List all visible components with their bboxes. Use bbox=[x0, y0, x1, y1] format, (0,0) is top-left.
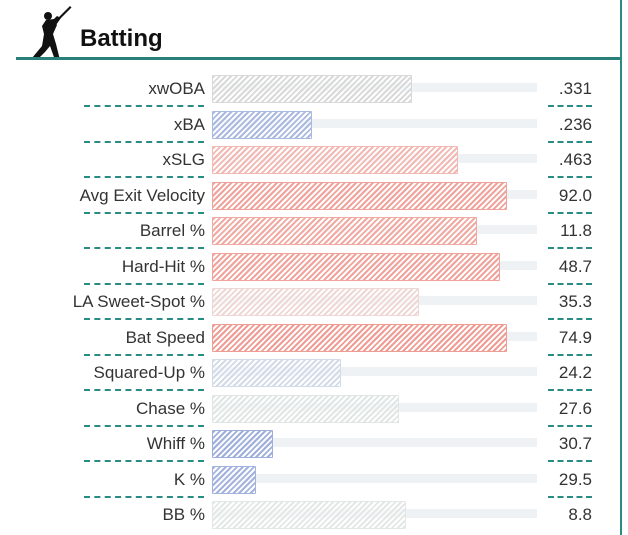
stat-label: Barrel % bbox=[139, 221, 205, 240]
stat-bar bbox=[212, 146, 458, 174]
stat-value: .236 bbox=[558, 114, 592, 134]
stat-bar bbox=[212, 394, 399, 423]
stat-value: 92.0 bbox=[558, 185, 592, 205]
section-title: Batting bbox=[80, 25, 163, 52]
stat-track bbox=[212, 118, 537, 128]
stat-label: Whiff % bbox=[146, 434, 205, 453]
stat-label: Squared-Up % bbox=[93, 363, 205, 382]
stat-bar bbox=[212, 501, 406, 529]
stat-label: Bat Speed bbox=[125, 327, 205, 347]
stat-bar bbox=[212, 323, 507, 352]
row-divider-right bbox=[548, 282, 592, 285]
row-divider-right bbox=[548, 211, 592, 214]
stat-row: Hard-Hit % 48.7 bbox=[0, 249, 620, 285]
row-divider-right bbox=[548, 318, 592, 320]
stat-bar bbox=[212, 430, 273, 458]
row-divider-right bbox=[548, 495, 592, 498]
stat-label: xBA bbox=[173, 114, 205, 134]
stat-value: 11.8 bbox=[560, 221, 592, 240]
right-border bbox=[620, 0, 622, 535]
row-divider-left bbox=[84, 282, 204, 285]
row-divider-right bbox=[548, 389, 592, 391]
row-divider-right bbox=[548, 105, 592, 107]
row-divider-left bbox=[84, 318, 204, 320]
stat-row: BB % 8.8 bbox=[0, 497, 620, 533]
stat-label: BB % bbox=[162, 505, 205, 524]
row-divider-left bbox=[84, 353, 204, 356]
stat-bar bbox=[212, 252, 500, 281]
stat-row: Squared-Up % 24.2 bbox=[0, 355, 620, 391]
stat-value: .463 bbox=[558, 150, 592, 169]
stat-bar bbox=[212, 110, 312, 139]
stat-bar bbox=[212, 181, 507, 210]
row-divider-left bbox=[84, 211, 204, 214]
row-divider-right bbox=[548, 353, 592, 356]
section-header: Batting bbox=[0, 0, 620, 62]
row-divider-left bbox=[84, 105, 204, 107]
row-divider-left bbox=[84, 140, 204, 143]
stat-label: xwOBA bbox=[148, 79, 205, 98]
stat-value: .331 bbox=[558, 79, 592, 98]
row-divider-right bbox=[548, 247, 592, 249]
stat-row: K % 29.5 bbox=[0, 462, 620, 498]
stat-label: K % bbox=[173, 469, 205, 489]
stat-label: Chase % bbox=[136, 398, 205, 418]
stat-row: Barrel % 11.8 bbox=[0, 213, 620, 249]
stat-label: Avg Exit Velocity bbox=[79, 185, 205, 205]
row-divider-right bbox=[548, 460, 592, 462]
stat-bar bbox=[212, 217, 477, 245]
batter-silhouette-icon bbox=[32, 6, 72, 60]
row-divider-left bbox=[84, 424, 204, 427]
stat-label: Hard-Hit % bbox=[121, 256, 205, 276]
row-divider-left bbox=[84, 495, 204, 498]
header-divider bbox=[16, 57, 620, 60]
stat-bar bbox=[212, 288, 419, 316]
stat-value: 27.6 bbox=[558, 398, 592, 418]
stat-row: Bat Speed 74.9 bbox=[0, 320, 620, 356]
row-divider-left bbox=[84, 460, 204, 462]
row-divider-right bbox=[548, 176, 592, 178]
row-divider-left bbox=[84, 247, 204, 249]
stat-row: Whiff % 30.7 bbox=[0, 426, 620, 462]
row-divider-left bbox=[84, 176, 204, 178]
stat-row: LA Sweet-Spot % 35.3 bbox=[0, 284, 620, 320]
row-divider-left bbox=[84, 389, 204, 391]
stat-value: 24.2 bbox=[558, 363, 592, 382]
stat-value: 35.3 bbox=[558, 292, 592, 311]
stat-row: Avg Exit Velocity 92.0 bbox=[0, 178, 620, 214]
stat-track bbox=[212, 367, 537, 376]
row-divider-right bbox=[548, 424, 592, 427]
stat-value: 29.5 bbox=[558, 469, 592, 489]
row-divider-right bbox=[548, 140, 592, 143]
stat-value: 74.9 bbox=[558, 327, 592, 347]
stat-row: xwOBA .331 bbox=[0, 71, 620, 107]
stat-bar bbox=[212, 465, 256, 494]
stat-bar bbox=[212, 75, 412, 103]
stat-track bbox=[212, 438, 537, 447]
stat-value: 48.7 bbox=[558, 256, 592, 276]
stat-value: 30.7 bbox=[558, 434, 592, 453]
stat-row: Chase % 27.6 bbox=[0, 391, 620, 427]
stat-bar bbox=[212, 359, 341, 387]
stat-label: xSLG bbox=[162, 150, 205, 169]
stat-value: 8.8 bbox=[568, 505, 592, 524]
stat-row: xBA .236 bbox=[0, 107, 620, 143]
stat-track bbox=[212, 473, 537, 483]
stat-row: xSLG .463 bbox=[0, 142, 620, 178]
stat-label: LA Sweet-Spot % bbox=[72, 292, 205, 311]
